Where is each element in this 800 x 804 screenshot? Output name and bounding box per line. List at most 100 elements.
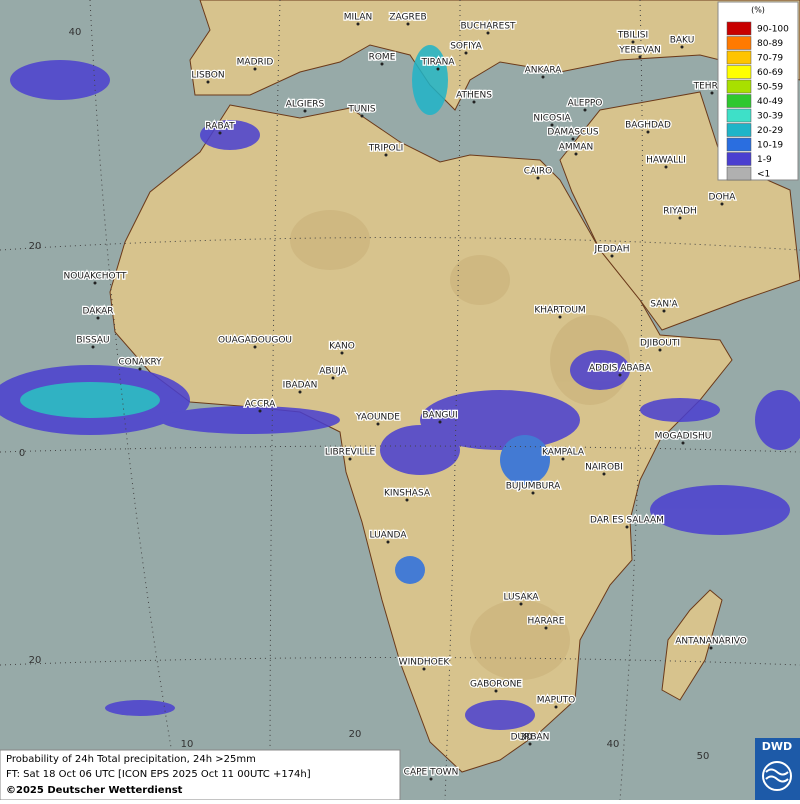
city-marker: [386, 540, 390, 544]
legend-label: 70-79: [757, 54, 783, 64]
city-label: CONAKRY: [118, 358, 162, 368]
city-label: SAN'A: [650, 300, 678, 310]
city-marker: [138, 367, 142, 371]
city-label: DURBAN: [511, 733, 550, 743]
city-label: HAWALLI: [646, 156, 686, 166]
city-label: BISSAU: [76, 336, 109, 346]
city-marker: [658, 348, 662, 352]
city-label: LUSAKA: [503, 593, 539, 603]
city-label: KAMPALA: [542, 448, 585, 458]
city-marker: [709, 646, 713, 650]
city-marker: [206, 80, 210, 84]
city-marker: [602, 472, 606, 476]
city-marker: [710, 91, 714, 95]
city-marker: [360, 114, 364, 118]
lon-label: 30: [520, 732, 533, 743]
legend-swatch: [726, 36, 752, 50]
city-marker: [438, 420, 442, 424]
city-label: CAIRO: [524, 167, 552, 177]
city-marker: [536, 176, 540, 180]
city-marker: [544, 626, 548, 630]
city-label: BAKU: [670, 36, 695, 46]
city-marker: [554, 705, 558, 709]
city-marker: [376, 422, 380, 426]
logo-text: DWD: [762, 740, 792, 753]
city-marker: [253, 345, 257, 349]
city-label: LUANDA: [370, 531, 408, 541]
city-label: ANTANANARIVO: [675, 637, 747, 647]
legend: (%) 90-100 80-89 70-79 60-69 50-59 40-49 30-39…: [717, 1, 799, 181]
lat-label: 20: [29, 655, 42, 666]
city-marker: [406, 22, 410, 26]
city-label: KHARTOUM: [534, 306, 585, 316]
legend-label: 10-19: [757, 141, 783, 151]
city-label: TUNIS: [347, 105, 375, 115]
legend-label: 40-49: [757, 97, 783, 107]
city-marker: [298, 390, 302, 394]
city-label: CAPE TOWN: [404, 768, 459, 778]
city-marker: [380, 62, 384, 66]
lon-label: 10: [181, 739, 194, 750]
city-marker: [464, 51, 468, 55]
city-marker: [436, 67, 440, 71]
city-marker: [662, 309, 666, 313]
city-label: ADDIS ABABA: [589, 364, 652, 374]
city-label: OUAGADOUGOU: [218, 336, 292, 346]
city-label: RABAT: [205, 122, 235, 132]
city-marker: [356, 22, 360, 26]
legend-swatch: [726, 94, 752, 108]
city-marker: [486, 31, 490, 35]
city-marker: [93, 281, 97, 285]
city-marker: [405, 498, 409, 502]
legend-label: <1: [757, 170, 770, 180]
legend-swatch: [726, 65, 752, 79]
city-marker: [331, 376, 335, 380]
city-marker: [96, 316, 100, 320]
city-marker: [583, 108, 587, 112]
city-label: BANGUI: [422, 411, 457, 421]
city-label: ABUJA: [319, 367, 347, 377]
city-label: IBADAN: [283, 381, 318, 391]
caption: Probability of 24h Total precipitation, …: [0, 749, 401, 801]
city-label: MAPUTO: [537, 696, 576, 706]
city-label: HARARE: [528, 617, 565, 627]
lat-label: 0: [19, 448, 25, 459]
city-label: SOFIYA: [450, 42, 482, 52]
legend-swatch: [726, 166, 752, 181]
city-marker: [541, 75, 545, 79]
city-marker: [519, 602, 523, 606]
city-marker: [348, 457, 352, 461]
lat-label: 20: [29, 241, 42, 252]
city-label: DOHA: [709, 193, 737, 203]
city-label: RIYADH: [663, 207, 697, 217]
caption-line: FT: Sat 18 Oct 06 UTC [ICON EPS 2025 Oct…: [6, 769, 311, 780]
city-label: AMMAN: [559, 143, 594, 153]
city-label: TRIPOLI: [368, 144, 404, 154]
city-label: GABORONE: [470, 680, 522, 690]
precipitation: [0, 45, 800, 730]
city-label: BUJUMBURA: [506, 482, 561, 492]
city-marker: [494, 689, 498, 693]
city-label: ANKARA: [525, 66, 563, 76]
city-marker: [340, 351, 344, 355]
city-label: DAKAR: [82, 307, 113, 317]
legend-label: 20-29: [757, 126, 783, 136]
legend-swatch: [726, 21, 752, 36]
city-marker: [678, 216, 682, 220]
city-label: DJIBOUTI: [640, 339, 680, 349]
legend-label: 90-100: [757, 25, 789, 35]
city-marker: [561, 457, 565, 461]
city-marker: [571, 137, 575, 141]
city-label: MILAN: [344, 13, 373, 23]
city-label: LIBREVILLE: [325, 448, 376, 458]
city-marker: [258, 409, 262, 413]
city-marker: [646, 130, 650, 134]
city-label: WINDHOEK: [399, 658, 451, 668]
city-marker: [384, 153, 388, 157]
city-label: KANO: [329, 342, 355, 352]
city-label: BAGHDAD: [625, 121, 671, 131]
city-label: TIRANA: [420, 58, 455, 68]
city-label: TBILISI: [617, 31, 648, 41]
caption-line: Probability of 24h Total precipitation, …: [6, 754, 256, 765]
city-label: DAR ES SALAAM: [590, 516, 664, 526]
